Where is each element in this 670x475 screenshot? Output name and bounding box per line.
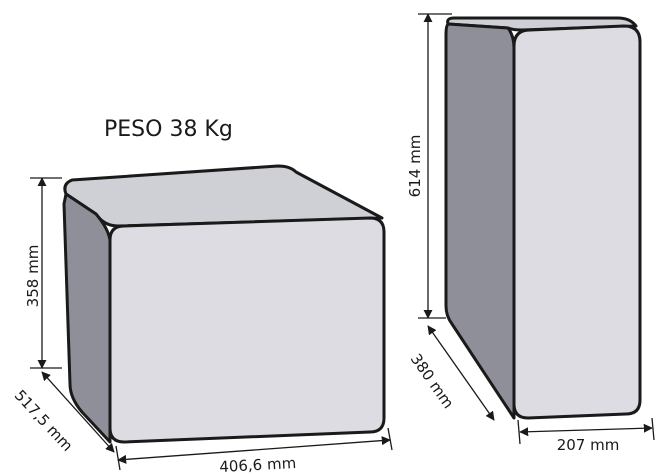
tall-box-side-face bbox=[444, 22, 516, 420]
small-box-top-face bbox=[63, 164, 384, 228]
tall-box-width-dimension: 207 mm bbox=[517, 417, 655, 454]
small-box-width-dimension: 406,6 mm bbox=[115, 427, 393, 475]
tall-box-height-label: 614 mm bbox=[406, 135, 424, 198]
small-box bbox=[62, 164, 386, 444]
tall-box-front-face bbox=[512, 24, 642, 420]
small-box-height-label: 358 mm bbox=[24, 245, 42, 308]
tall-box-width-label: 207 mm bbox=[557, 436, 620, 454]
tall-box-height-dimension: 614 mm bbox=[406, 13, 452, 319]
tall-box bbox=[444, 16, 642, 420]
small-box-height-dimension: 358 mm bbox=[24, 177, 62, 369]
small-box-front-face bbox=[108, 216, 386, 444]
weight-label: PESO 38 Kg bbox=[104, 117, 233, 142]
small-box-depth-label: 517,5 mm bbox=[11, 386, 77, 455]
tall-box-depth-label: 380 mm bbox=[407, 350, 458, 412]
small-box-width-label: 406,6 mm bbox=[219, 454, 297, 475]
